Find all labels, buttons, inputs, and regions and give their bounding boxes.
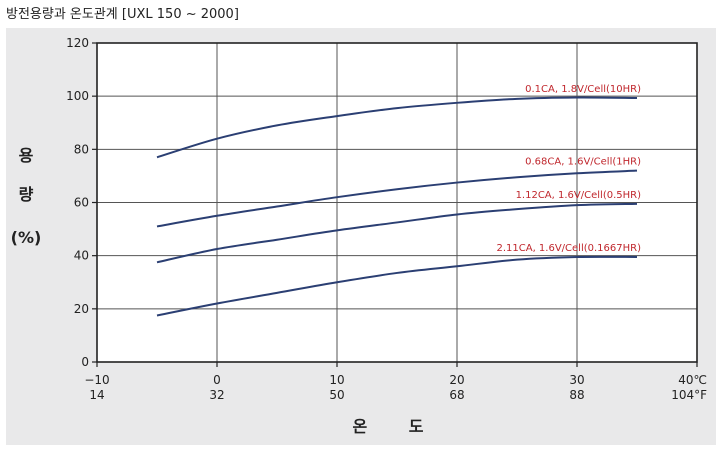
x-tick-label-celsius: 20 — [449, 373, 464, 387]
x-tick-label-fahrenheit: 32 — [209, 388, 224, 402]
chart-page-title: 방전용량과 온도관계 [UXL 150 ~ 2000] — [6, 7, 239, 22]
x-tick-label-fahrenheit: 88 — [569, 388, 584, 402]
x-tick-label-celsius: 0 — [213, 373, 221, 387]
series-labels: 0.1CA, 1.8V/Cell(10HR) 0.68CA, 1.6V/Cell(… — [496, 84, 641, 254]
y-tick-label: 20 — [74, 302, 89, 316]
tick-labels: 020406080100120−101403210502068308840℃10… — [66, 36, 707, 402]
y-tick-label: 120 — [66, 36, 89, 50]
x-tick-label-celsius: 30 — [569, 373, 584, 387]
x-tick-label-fahrenheit: 14 — [89, 388, 104, 402]
grid-lines — [97, 43, 697, 362]
x-axis-title: 온 도 — [352, 417, 441, 436]
x-tick-label-fahrenheit: 104°F — [671, 388, 707, 402]
series-label: 2.11CA, 1.6V/Cell(0.1667HR) — [496, 243, 641, 254]
series-group — [156, 96, 638, 317]
series-label: 0.68CA, 1.6V/Cell(1HR) — [525, 157, 641, 168]
y-tick-label: 80 — [74, 142, 89, 156]
y-tick-label: 100 — [66, 89, 89, 103]
y-axis-title: 용 — [19, 146, 34, 165]
series-line — [156, 255, 638, 317]
y-tick-label: 60 — [74, 196, 89, 210]
x-tick-label-celsius: 40℃ — [678, 373, 707, 387]
y-tick-label: 0 — [81, 355, 89, 369]
x-tick-label-celsius: −10 — [84, 373, 109, 387]
x-tick-label-celsius: 10 — [329, 373, 344, 387]
axis-titles: 용량 (%) 온 도 — [11, 146, 441, 436]
y-axis-title: (%) — [11, 228, 42, 247]
x-tick-label-fahrenheit: 68 — [449, 388, 464, 402]
series-line — [156, 96, 638, 159]
series-line — [156, 169, 638, 228]
y-axis-title: 량 — [19, 185, 34, 204]
axes — [92, 42, 698, 367]
series-line — [156, 202, 638, 264]
series-label: 0.1CA, 1.8V/Cell(10HR) — [525, 84, 641, 95]
x-tick-label-fahrenheit: 50 — [329, 388, 344, 402]
series-label: 1.12CA, 1.6V/Cell(0.5HR) — [516, 190, 642, 201]
y-tick-label: 40 — [74, 249, 89, 263]
